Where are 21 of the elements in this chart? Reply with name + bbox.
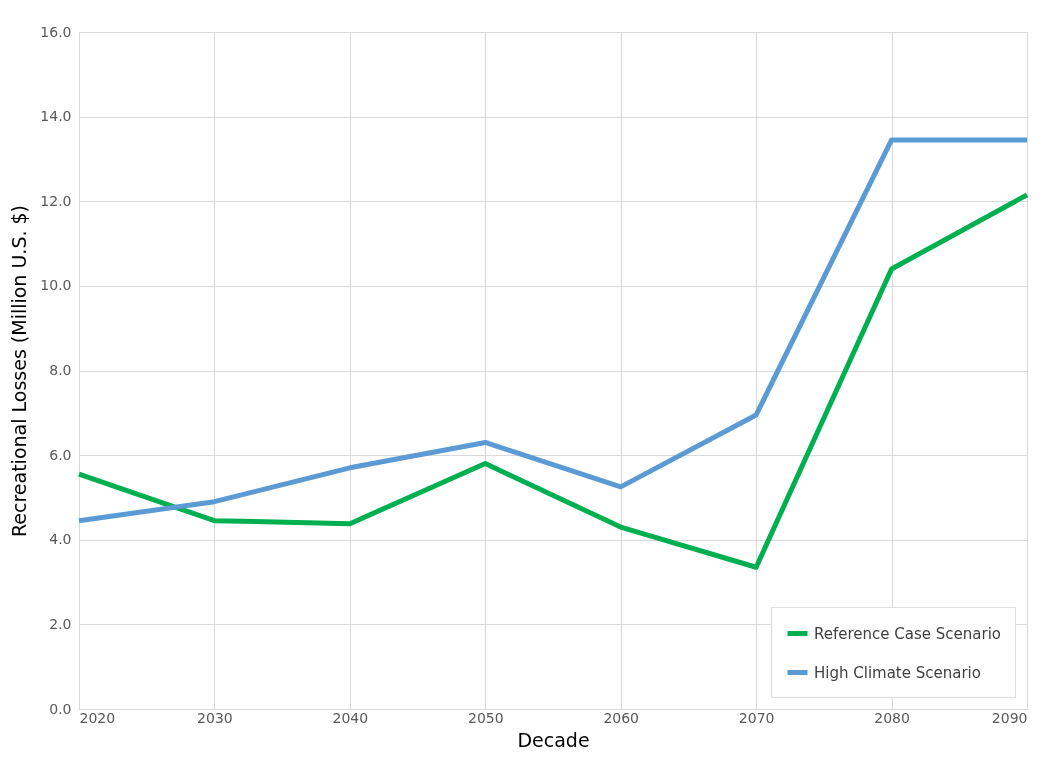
x-tick-label: 2040	[332, 709, 369, 726]
x-tick-label: 2060	[603, 709, 640, 726]
y-tick-label: 6.0	[49, 446, 72, 463]
y-tick-label: 14.0	[40, 108, 72, 125]
x-tick-label: 2090	[991, 709, 1028, 726]
x-axis-title: Decade	[517, 728, 590, 751]
x-tick-label: 2080	[874, 709, 910, 726]
y-tick-label: 4.0	[49, 531, 72, 548]
x-tick-label: 2050	[467, 709, 504, 726]
y-tick-label: 16.0	[40, 23, 72, 40]
y-tick-label: 10.0	[40, 277, 72, 294]
x-tick-label: 2020	[79, 709, 116, 726]
y-tick-label: 2.0	[49, 615, 72, 632]
y-tick-label: 12.0	[40, 192, 72, 209]
x-tick-label: 2070	[738, 709, 775, 726]
y-axis-title: Recreational Losses (Million U.S. $)	[8, 204, 31, 538]
y-tick-label: 8.0	[49, 362, 72, 378]
y-tick-label: 0.0	[49, 700, 72, 717]
legend-label: High Climate Scenario	[814, 663, 981, 682]
legend-label: Reference Case Scenario	[814, 624, 1001, 643]
x-tick-label: 2030	[197, 709, 233, 726]
